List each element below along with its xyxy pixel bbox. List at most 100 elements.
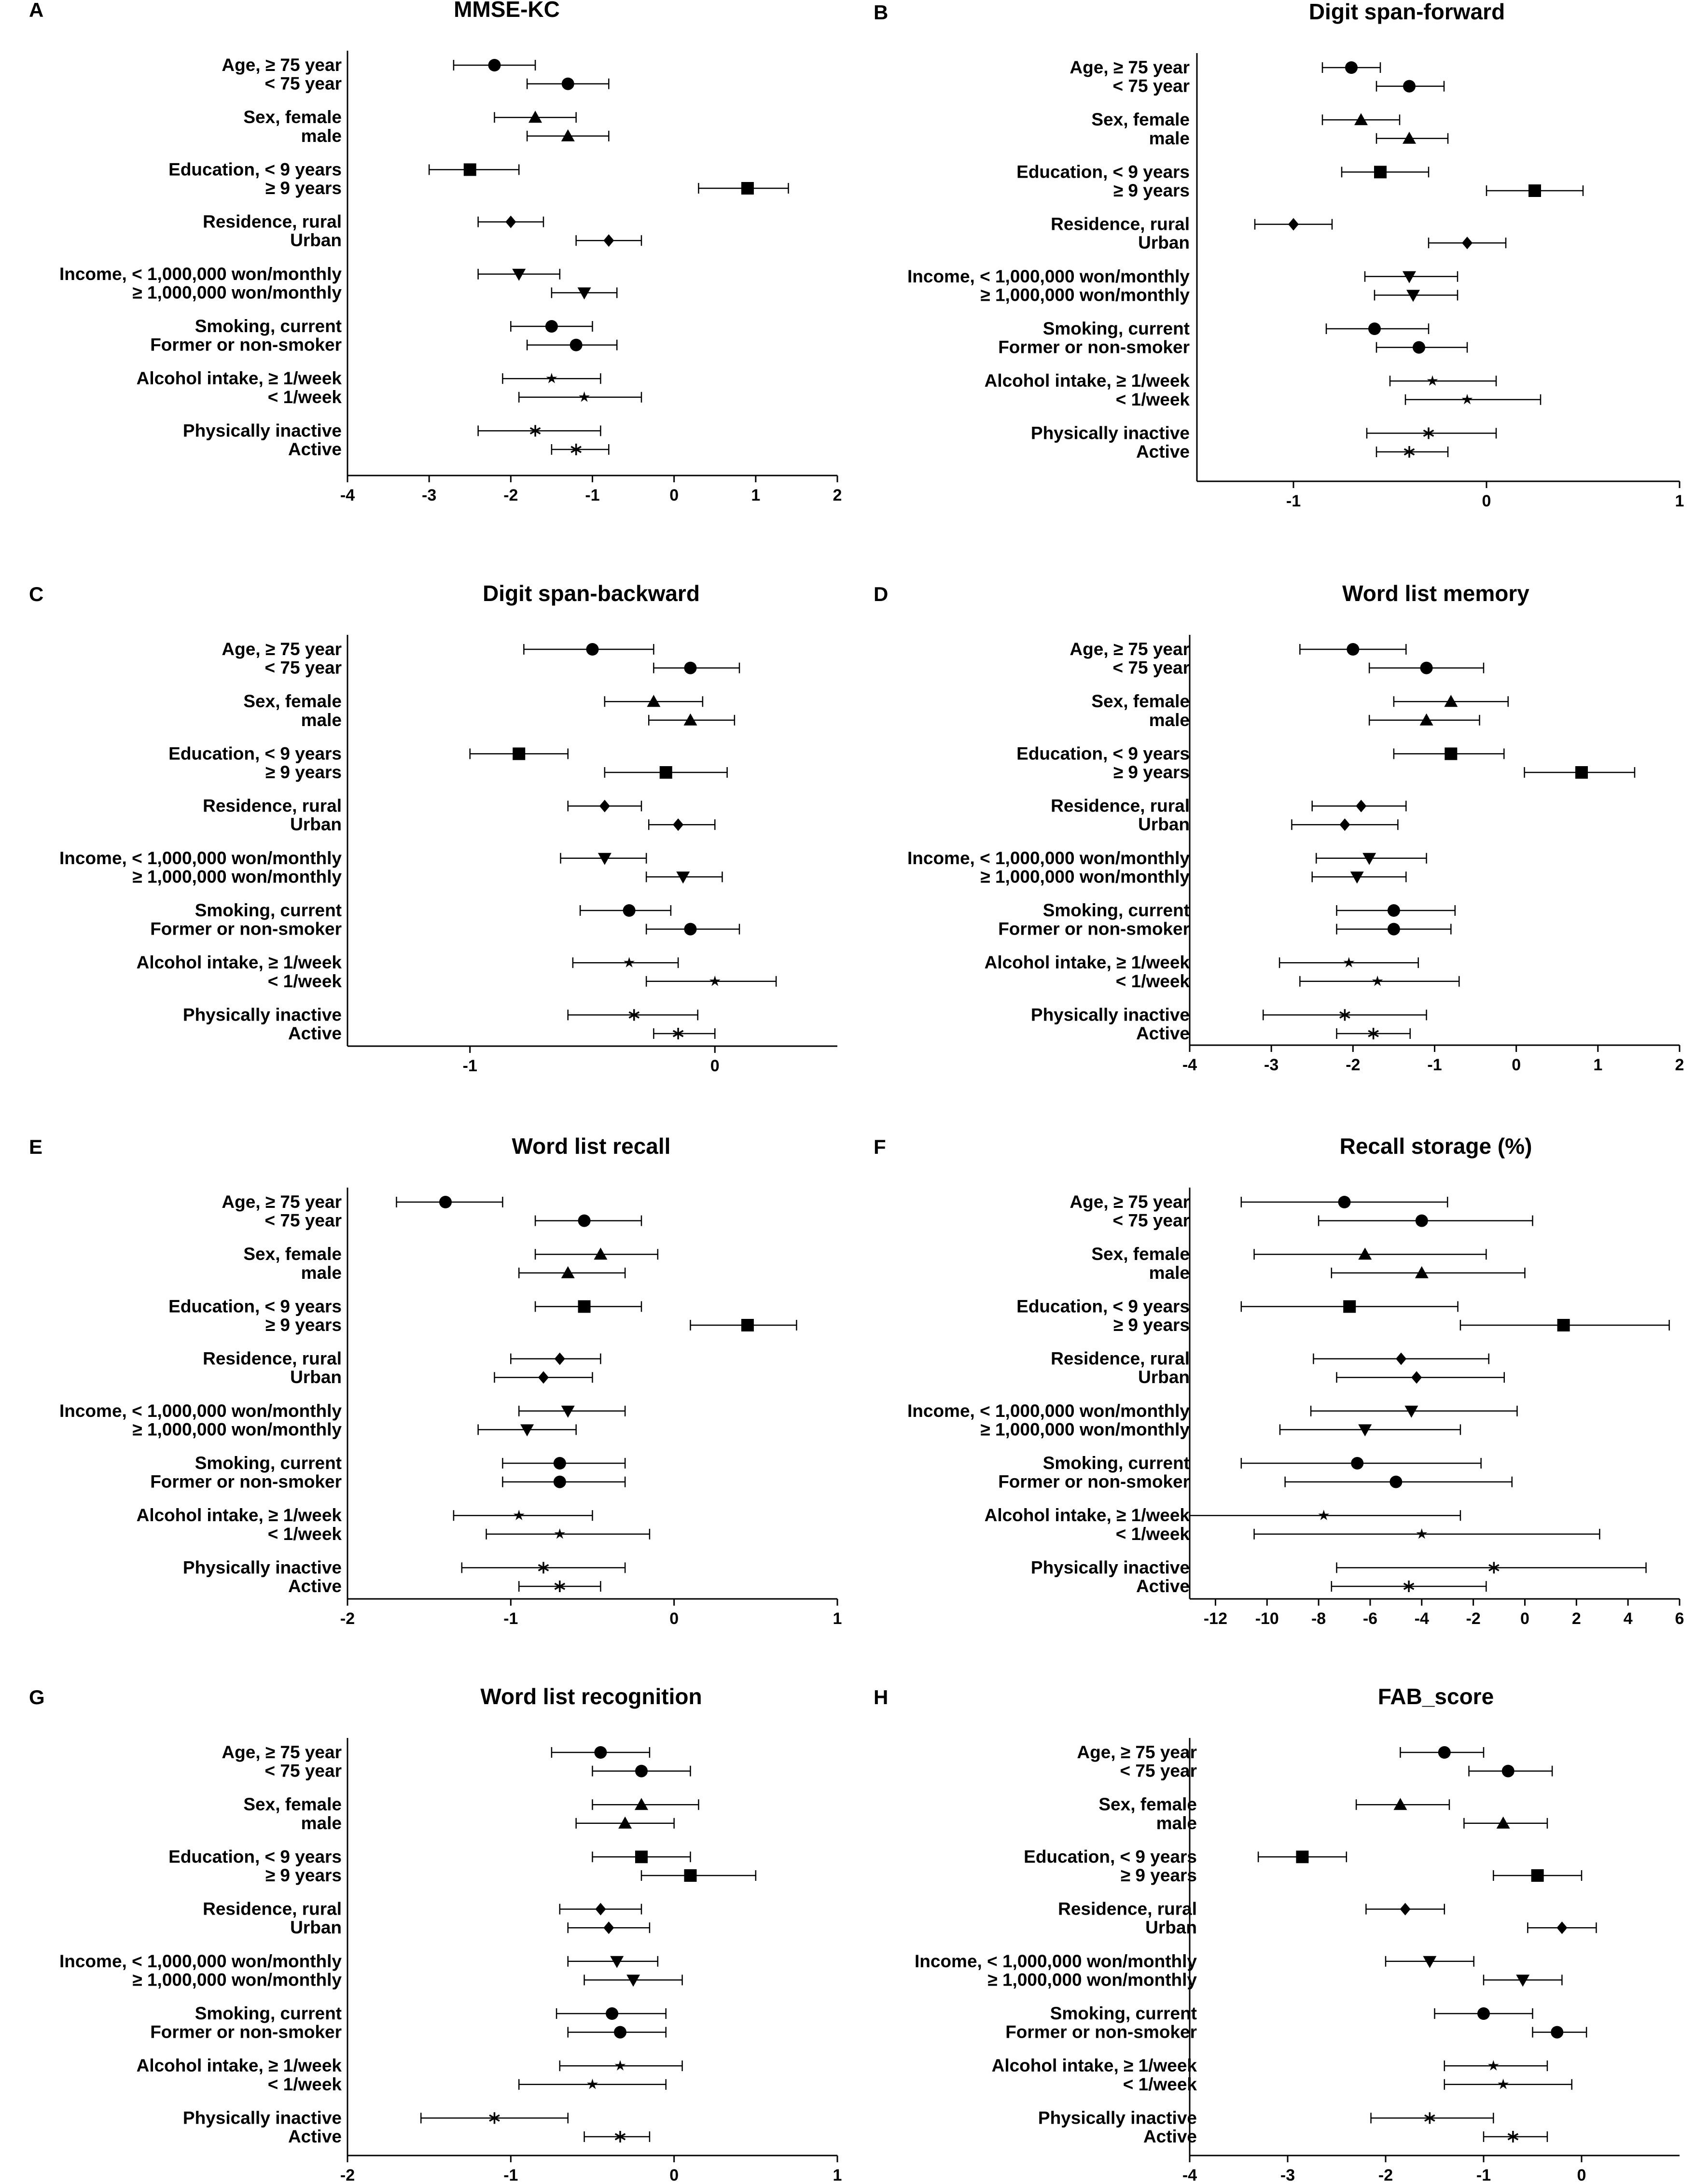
panel-title: Digit span-backward (483, 581, 700, 606)
ci-whisker (518, 1267, 626, 1278)
point-marker (1516, 1974, 1530, 1987)
asterisk-stroke (1423, 429, 1434, 437)
x-tick-label: -2 (340, 1610, 355, 1628)
point-marker (1420, 661, 1433, 674)
x-tick-label: -4 (340, 486, 355, 504)
point-marker (1416, 1528, 1428, 1539)
point-marker (463, 163, 476, 176)
x-tick-label: -2 (340, 2166, 355, 2184)
row-label: Education, < 9 years (1016, 743, 1190, 763)
row-label: Former or non-smoker (998, 919, 1190, 939)
point-marker (1362, 853, 1376, 865)
point-marker (1423, 427, 1434, 439)
point-marker (672, 1028, 684, 1039)
point-marker (1387, 923, 1400, 936)
row-label: Residence, rural (203, 1899, 342, 1919)
point-marker (561, 1266, 575, 1278)
asterisk-stroke (1424, 2114, 1435, 2122)
row-label: ≥ 1,000,000 won/monthly (132, 1970, 342, 1989)
panel-title: FAB_score (1378, 1684, 1494, 1709)
point-marker (1406, 290, 1420, 302)
x-tick-label: -1 (1427, 1056, 1442, 1074)
panel-label: C (29, 583, 43, 605)
row-label: ≥ 9 years (265, 178, 342, 198)
row-label: male (1156, 1813, 1197, 1833)
row-label: Income, < 1,000,000 won/monthly (59, 1951, 342, 1971)
row-label: Age, ≥ 75 year (1070, 1192, 1190, 1212)
row-label: Income, < 1,000,000 won/monthly (59, 1401, 342, 1421)
row-label: ≥ 9 years (1113, 1315, 1190, 1335)
point-marker (578, 1214, 591, 1227)
row-label: Smoking, current (1043, 319, 1190, 338)
point-marker (1343, 957, 1355, 967)
row-label: Former or non-smoker (150, 335, 342, 355)
x-tick-label: 0 (710, 1057, 720, 1075)
point-marker (741, 1319, 754, 1331)
point-marker (1501, 1764, 1514, 1778)
row-label: Physically inactive (183, 1557, 342, 1577)
row-label: ≥ 1,000,000 won/monthly (980, 867, 1190, 886)
x-tick-label: -4 (1182, 2166, 1197, 2184)
point-marker (603, 234, 614, 247)
point-marker (1556, 1921, 1568, 1934)
point-marker (1347, 643, 1360, 656)
x-tick-label: 0 (1512, 1056, 1521, 1074)
point-marker (1423, 1956, 1437, 1968)
row-label: ≥ 9 years (265, 762, 342, 782)
row-label: Smoking, current (195, 900, 342, 920)
x-tick-label: -1 (503, 2166, 518, 2184)
x-tick-label: -1 (463, 1057, 477, 1075)
point-marker (614, 2026, 627, 2039)
x-tick-label: 0 (1577, 2166, 1586, 2184)
row-label: Age, ≥ 75 year (1070, 57, 1190, 77)
row-label: Smoking, current (1043, 1453, 1190, 1473)
point-marker (538, 1371, 549, 1384)
asterisk-stroke (529, 427, 541, 434)
point-marker (1393, 1798, 1407, 1810)
row-label: Urban (290, 814, 342, 834)
point-marker (684, 1869, 697, 1882)
row-label: < 75 year (1113, 658, 1190, 678)
point-marker (709, 975, 721, 986)
row-label: Smoking, current (1050, 2003, 1197, 2023)
point-marker (1403, 131, 1416, 144)
x-tick-label: 6 (1675, 1610, 1684, 1628)
asterisk-stroke (1403, 1582, 1415, 1590)
x-tick-label: 2 (1675, 1056, 1684, 1074)
row-label: < 75 year (1113, 1211, 1190, 1231)
point-marker (597, 853, 611, 865)
point-marker (1427, 375, 1438, 386)
row-label: Alcohol intake, ≥ 1/week (985, 371, 1190, 391)
point-marker (1358, 1424, 1372, 1437)
point-marker (1372, 975, 1383, 986)
row-label: ≥ 9 years (265, 1865, 342, 1885)
point-marker (1318, 1510, 1330, 1520)
panel-label: H (874, 1686, 888, 1708)
point-marker (578, 1300, 591, 1313)
point-marker (1387, 904, 1400, 917)
row-label: Former or non-smoker (998, 337, 1190, 357)
x-tick-label: 0 (669, 2166, 679, 2184)
point-marker (586, 643, 599, 656)
row-label: Sex, female (1098, 1794, 1197, 1814)
x-tick-label: -8 (1311, 1610, 1326, 1628)
point-marker (1350, 871, 1364, 884)
row-label: < 1/week (268, 1524, 342, 1544)
point-marker (1445, 747, 1458, 760)
point-marker (1374, 166, 1387, 179)
row-label: < 75 year (1120, 1761, 1197, 1781)
row-label: Smoking, current (195, 316, 342, 336)
row-label: male (301, 710, 342, 730)
point-marker (1356, 799, 1367, 812)
point-marker (1411, 1371, 1422, 1384)
row-label: Alcohol intake, ≥ 1/week (137, 2056, 342, 2075)
row-label: Physically inactive (1038, 2108, 1197, 2128)
ci-whisker (1375, 447, 1449, 457)
row-label: Sex, female (1091, 691, 1190, 711)
x-tick-label: 2 (1572, 1610, 1581, 1628)
row-label: < 75 year (1113, 76, 1190, 96)
panel-label: E (29, 1135, 42, 1158)
row-label: Sex, female (1091, 1244, 1190, 1264)
panel-label: G (29, 1686, 45, 1708)
point-marker (1462, 237, 1473, 250)
